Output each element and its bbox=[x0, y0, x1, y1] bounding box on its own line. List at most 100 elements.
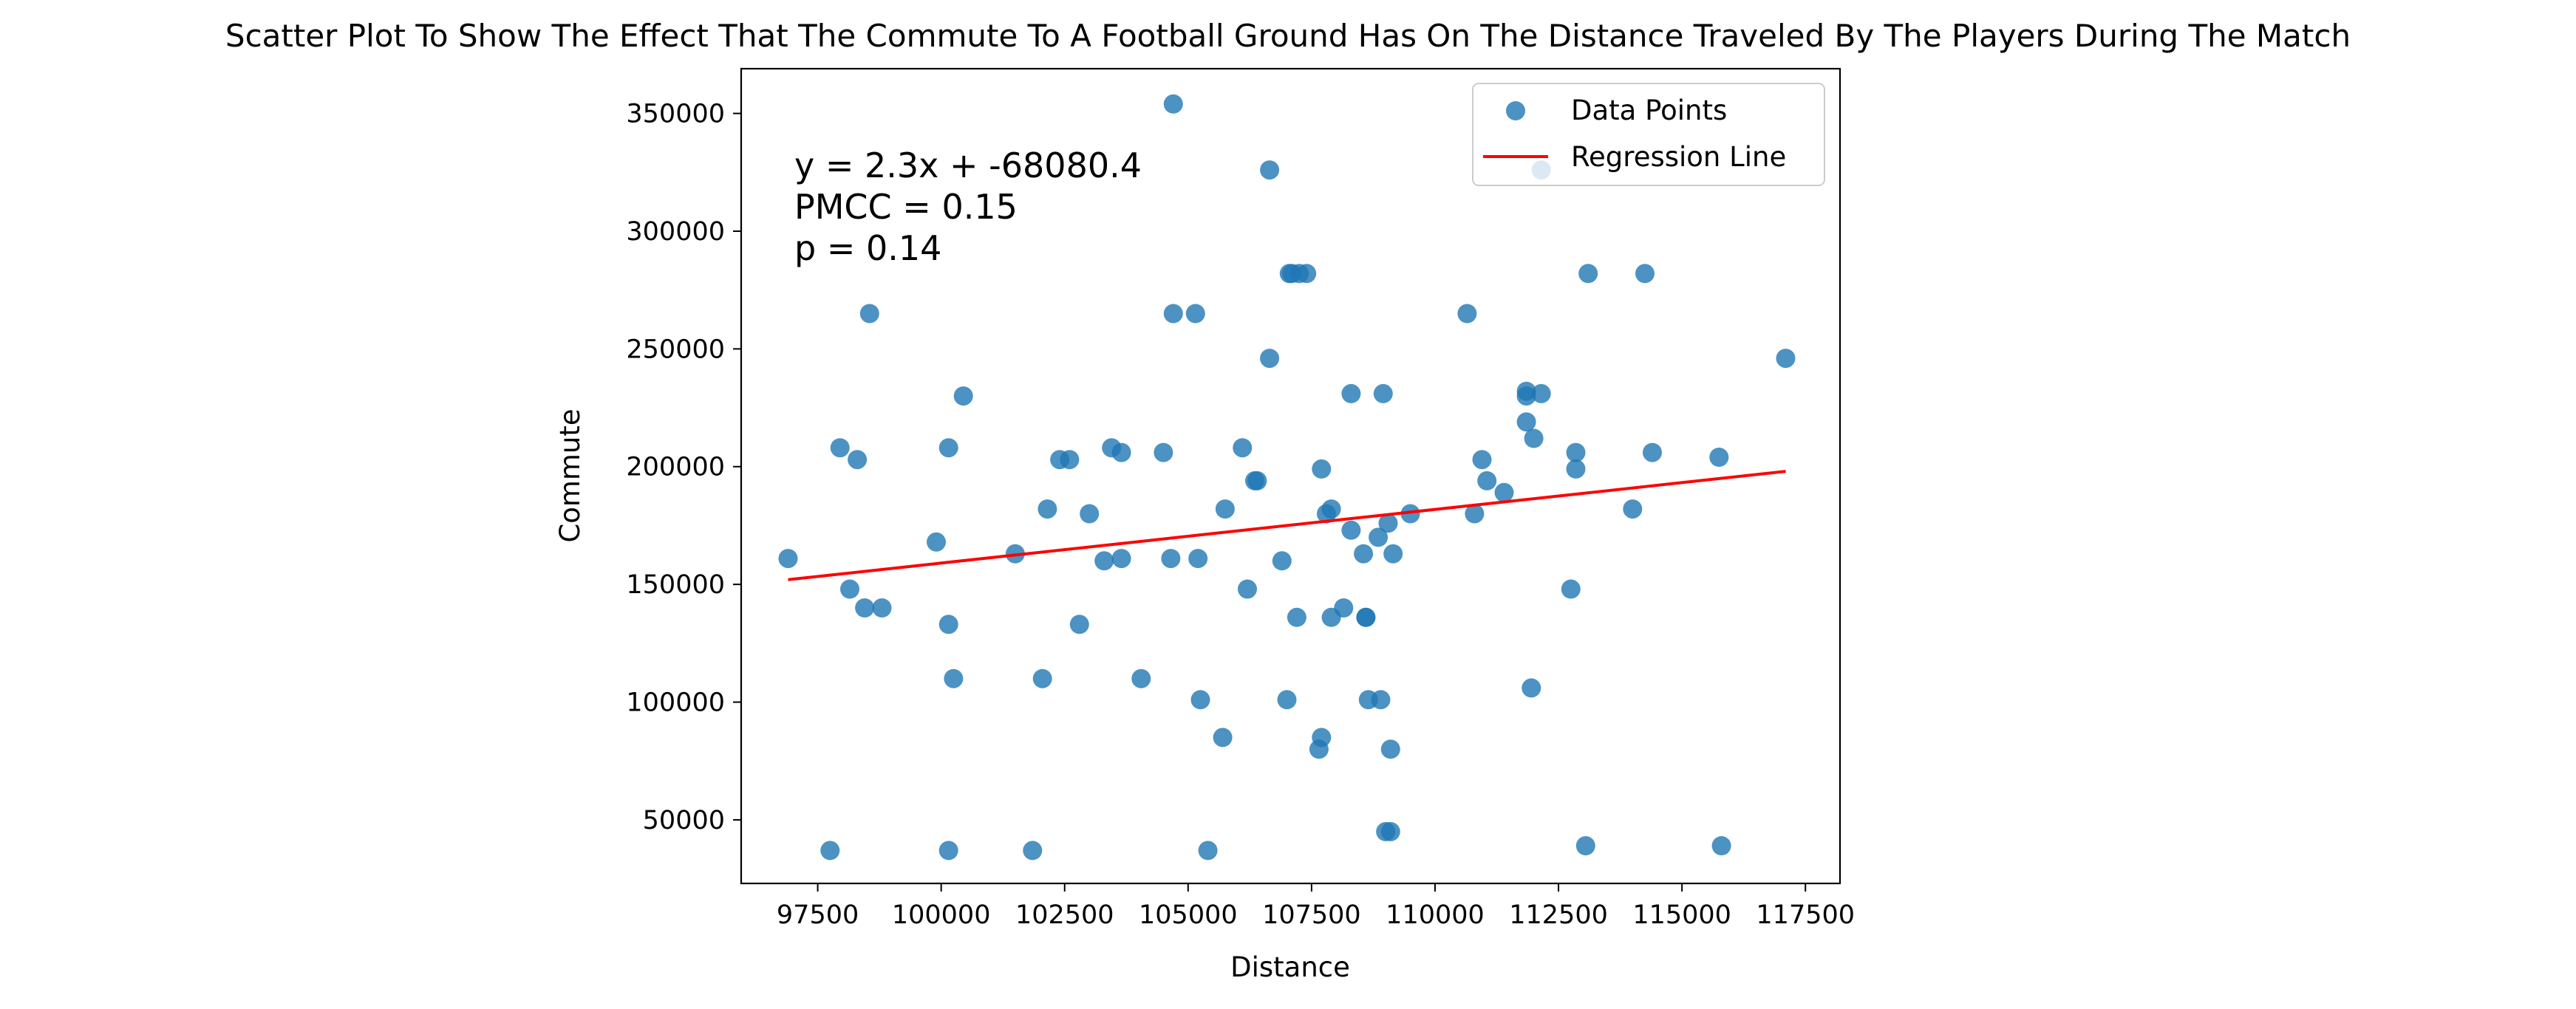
data-point bbox=[1131, 668, 1151, 688]
data-point bbox=[953, 386, 973, 406]
y-tick-label: 150000 bbox=[626, 570, 725, 600]
y-tick-label: 350000 bbox=[626, 100, 725, 129]
data-point bbox=[938, 841, 958, 861]
x-axis-ticks: 97500 100000 102500 105000 107500 110000 11250… bbox=[777, 883, 1855, 930]
data-point bbox=[1297, 264, 1317, 284]
data-point bbox=[1154, 442, 1173, 462]
data-point bbox=[1163, 94, 1183, 114]
data-point bbox=[1380, 739, 1400, 759]
data-point bbox=[1623, 499, 1643, 519]
y-tick-label: 250000 bbox=[626, 335, 725, 364]
x-tick-label: 97500 bbox=[777, 900, 859, 930]
plot-frame bbox=[740, 67, 1841, 885]
data-point bbox=[820, 841, 840, 861]
data-point bbox=[1776, 349, 1796, 369]
data-point bbox=[1185, 304, 1205, 324]
data-point bbox=[1312, 459, 1332, 479]
data-point bbox=[944, 668, 964, 688]
data-point bbox=[1341, 520, 1361, 540]
data-point bbox=[1709, 448, 1729, 467]
y-tick-label: 50000 bbox=[643, 806, 725, 835]
data-point bbox=[1037, 499, 1057, 519]
data-point bbox=[1321, 499, 1341, 519]
data-point bbox=[1247, 471, 1267, 490]
data-point bbox=[1260, 349, 1280, 369]
data-point bbox=[872, 598, 892, 618]
legend-label-data-points: Data Points bbox=[1571, 95, 1727, 126]
regression-annotation: y = 2.3x + -68080.4 PMCC = 0.15 p = 0.14 bbox=[794, 146, 1142, 268]
data-point bbox=[1369, 527, 1388, 547]
data-point bbox=[1215, 499, 1235, 519]
data-point bbox=[1312, 728, 1332, 748]
data-point bbox=[1260, 160, 1280, 180]
data-point bbox=[1069, 615, 1089, 635]
data-point bbox=[1111, 549, 1131, 569]
y-axis-ticks: 50000 100000 150000 200000 250000 300000 35000… bbox=[626, 100, 741, 835]
data-point bbox=[1643, 442, 1662, 462]
x-tick-label: 107500 bbox=[1262, 900, 1361, 930]
data-point bbox=[1465, 504, 1485, 524]
data-point bbox=[830, 438, 850, 458]
data-point bbox=[1334, 598, 1354, 618]
data-point bbox=[855, 598, 875, 618]
data-point bbox=[1238, 579, 1257, 599]
data-point bbox=[1516, 412, 1536, 432]
regression-line bbox=[788, 470, 1786, 581]
data-point bbox=[1032, 668, 1052, 688]
data-point bbox=[1190, 690, 1210, 710]
pmcc-value: PMCC = 0.15 bbox=[794, 187, 1018, 227]
data-point bbox=[1566, 459, 1586, 479]
data-point bbox=[1635, 264, 1655, 284]
x-tick-label: 112500 bbox=[1509, 900, 1608, 930]
data-point bbox=[1472, 450, 1492, 470]
data-point bbox=[1383, 544, 1403, 564]
data-point bbox=[1531, 383, 1551, 403]
data-point bbox=[938, 438, 958, 458]
legend-box bbox=[1472, 83, 1825, 186]
chart-title: Scatter Plot To Show The Effect That The… bbox=[225, 18, 2351, 54]
x-tick-label: 102500 bbox=[1015, 900, 1114, 930]
data-point bbox=[1400, 504, 1420, 524]
data-point bbox=[1354, 544, 1374, 564]
y-tick-label: 100000 bbox=[626, 688, 725, 718]
data-point bbox=[859, 304, 879, 324]
y-axis-label: Commute bbox=[554, 408, 586, 542]
data-point bbox=[1277, 690, 1297, 710]
x-axis-label: Distance bbox=[1230, 951, 1350, 983]
data-point bbox=[1566, 442, 1586, 462]
data-point bbox=[1233, 438, 1253, 458]
data-point bbox=[1111, 442, 1131, 462]
data-point bbox=[1711, 836, 1731, 855]
y-tick-label: 200000 bbox=[626, 453, 725, 482]
x-tick-label: 110000 bbox=[1386, 900, 1485, 930]
legend-marker-data-points bbox=[1506, 101, 1525, 120]
data-point bbox=[1080, 504, 1100, 524]
data-point bbox=[938, 615, 958, 635]
data-point bbox=[1561, 579, 1581, 599]
data-point bbox=[1161, 549, 1181, 569]
data-point bbox=[848, 450, 868, 470]
data-point bbox=[1287, 607, 1306, 627]
x-tick-label: 117500 bbox=[1756, 900, 1855, 930]
x-tick-label: 100000 bbox=[892, 900, 991, 930]
data-point bbox=[1524, 428, 1544, 448]
data-point bbox=[1188, 549, 1208, 569]
x-tick-label: 115000 bbox=[1632, 900, 1731, 930]
y-tick-label: 300000 bbox=[626, 217, 725, 247]
data-point bbox=[927, 532, 946, 552]
data-point bbox=[1094, 551, 1114, 571]
data-point bbox=[1575, 836, 1595, 855]
legend-label-regression-line: Regression Line bbox=[1571, 141, 1786, 173]
p-value: p = 0.14 bbox=[794, 228, 941, 268]
data-point bbox=[1023, 841, 1043, 861]
data-point bbox=[840, 579, 859, 599]
data-point bbox=[1494, 482, 1514, 502]
data-point bbox=[1060, 450, 1080, 470]
legend: Data Points Regression Line bbox=[1472, 83, 1825, 186]
regression-equation: y = 2.3x + -68080.4 bbox=[794, 146, 1142, 185]
data-point bbox=[1163, 304, 1183, 324]
data-point bbox=[1516, 386, 1536, 406]
data-point bbox=[778, 549, 798, 569]
data-point bbox=[1457, 304, 1477, 324]
